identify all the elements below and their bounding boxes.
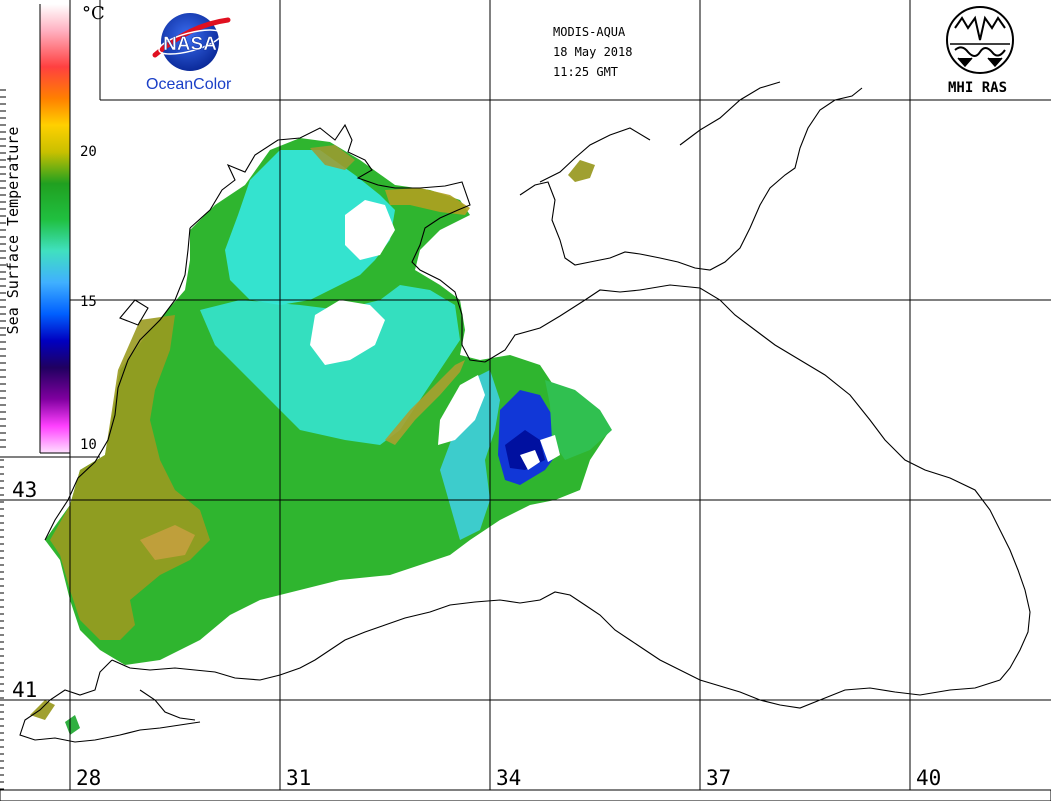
sst-cyan-east: [440, 370, 500, 540]
sst-marmara-patch: [30, 700, 55, 720]
lon-label-40: 40: [916, 766, 942, 790]
coast-caucasus: [639, 284, 1031, 681]
colorbar: [39, 4, 71, 454]
lon-label-37: 37: [706, 766, 732, 790]
sst-warm-plume: [385, 360, 465, 445]
isle-1: [119, 299, 149, 326]
image-date: 18 May 2018: [553, 45, 633, 59]
nasa-logo-text: NASA: [163, 34, 217, 55]
sst-cyan-center: [200, 285, 460, 445]
frame-ticks: [0, 89, 1051, 801]
cloud-gap-3: [438, 375, 485, 445]
sst-green-east: [545, 380, 612, 460]
colorbar-title: Sea Surface Temperature: [4, 126, 22, 335]
sst-olive-nw: [385, 188, 470, 215]
colorbar-gradient: [40, 4, 70, 453]
coast-turkey: [111, 591, 1001, 709]
sst-olive-warm-patch: [140, 525, 195, 560]
mhi-ras-label: MHI RAS: [948, 80, 1008, 96]
sst-olive-shelf: [50, 315, 210, 640]
coast-west: [44, 227, 191, 541]
coast-crimea-east: [484, 289, 641, 363]
colorbar-unit: °C: [82, 3, 105, 24]
sst-cyan-north: [225, 150, 395, 305]
lon-label-28: 28: [76, 766, 102, 790]
lon-label-34: 34: [496, 766, 522, 790]
colorbar-tick-10: 10: [80, 437, 97, 453]
colorbar-tick-15: 15: [80, 294, 97, 310]
sst-olive-nw2: [310, 145, 355, 170]
image-time: 11:25 GMT: [553, 65, 619, 79]
lon-label-31: 31: [286, 766, 312, 790]
cloud-gap-2: [310, 300, 385, 365]
coast-marmara: [19, 659, 201, 743]
coastlines: [19, 81, 1031, 743]
sst-field: [30, 138, 612, 735]
colorbar-tick-20: 20: [80, 144, 97, 160]
coast-azov: [519, 81, 863, 271]
satellite-name: MODIS-AQUA: [553, 25, 626, 39]
lat-label-43: 43: [12, 478, 38, 502]
cloud-gap-4: [520, 450, 540, 470]
lat-label-41: 41: [12, 678, 38, 702]
cloud-gap-5: [540, 435, 560, 462]
sst-marmara-patch-2: [65, 715, 80, 735]
nasa-logo: NASA: [152, 13, 231, 71]
sst-azov-patch: [568, 160, 595, 182]
cloud-gap-1: [345, 200, 395, 260]
mhi-ras-logo: [946, 6, 1014, 74]
coast-north-ukraine: [189, 123, 486, 363]
oceancolor-label: OceanColor: [146, 76, 232, 93]
